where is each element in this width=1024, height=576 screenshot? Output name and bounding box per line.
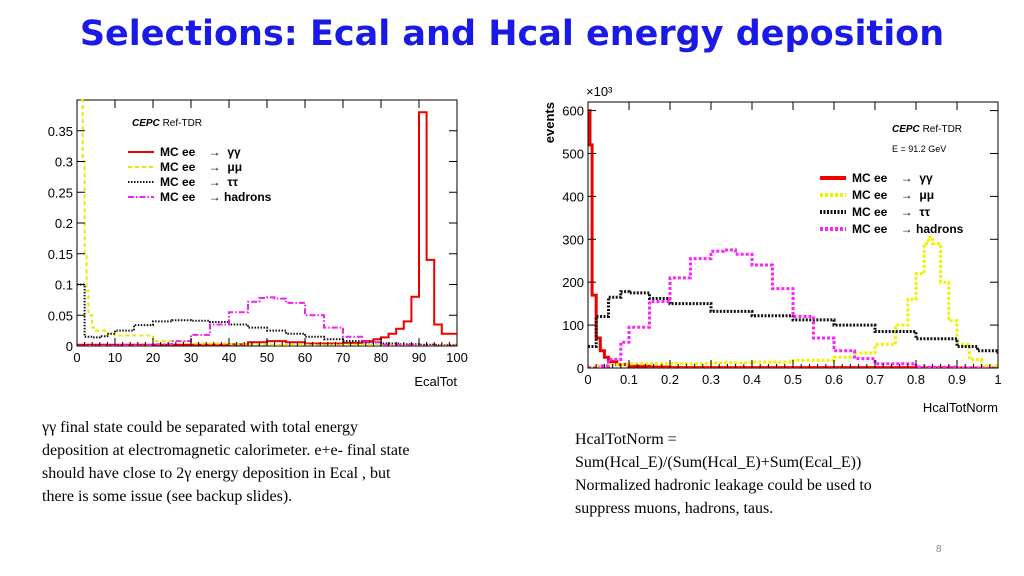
x-tick-label: 0.8 [907,372,925,387]
left-caption-line: there is some issue (see backup slides). [42,488,293,505]
y-tick-label: 500 [562,146,584,161]
x-tick-label: 0.5 [784,372,802,387]
series-line [588,235,998,368]
y-tick-label: 0.15 [48,247,73,262]
y-tick-label: 0.1 [55,278,73,293]
x-tick-label: 0.4 [743,372,761,387]
series-line [588,248,998,368]
x-tick-label: 20 [146,350,160,365]
page-number: 8 [936,544,942,555]
x-tick-label: 100 [446,350,468,365]
y-tick-label: 200 [562,275,584,290]
plot-area: 0 10 20 30 40 50 60 70 80 90 100 0 0.05 0.1 0.15 0.2 0.2… [48,99,468,389]
x-tick-label: 0.1 [620,372,638,387]
hcaltotnorm-chart: 0 0.1 0.2 0.3 0.4 0.5 0.6 0.7 0.8 0.9 1 0 100 200 300 4… [508,80,1016,420]
series-line [588,109,998,368]
legend-label: MC ee → hadrons [852,222,964,236]
y-tick-label: 0 [66,339,73,354]
legend-label: MC ee → γγ [160,145,241,159]
y-tick-label: 0.35 [48,124,73,139]
y-tick-label: 600 [562,104,584,119]
y-tick-label: 400 [562,189,584,204]
x-tick-label: 90 [412,350,426,365]
legend-label: MC ee → hadrons [160,190,272,204]
cepc-stamp: CEPC Ref-TDR [132,118,202,129]
legend-label: MC ee → γγ [852,171,933,185]
series-line [80,99,457,346]
y-tick-label: 0.05 [48,308,73,323]
y-tick-label: 100 [562,318,584,333]
x-tick-label: 50 [260,350,274,365]
x-tick-label: 10 [108,350,122,365]
series-line [77,111,457,346]
y-axis-label: events [542,102,557,143]
x-tick-label: 30 [184,350,198,365]
left-caption: γγ final state could be separated with t… [42,416,410,508]
series-group [77,99,457,346]
right-caption-line: Normalized hadronic leakage could be use… [575,477,872,494]
legend-label: MC ee → μμ [852,188,934,202]
right-caption-line: suppress muons, hadrons, taus. [575,500,774,517]
y-tick-label: 0.3 [55,155,73,170]
x-tick-label: 80 [374,350,388,365]
plot-frame [76,99,458,347]
x-tick-label: 0.2 [661,372,679,387]
y-tick-label: 0 [577,361,584,376]
series-line [77,296,457,346]
right-caption-line: HcalTotNorm = [575,431,677,448]
x-tick-label: 0.6 [825,372,843,387]
energy-label: E = 91.2 GeV [892,144,946,154]
left-caption-line: should have close to 2γ energy depositio… [42,465,391,482]
series-line [588,290,998,356]
x-tick-label: 0.3 [702,372,720,387]
plot-area: 0 0.1 0.2 0.3 0.4 0.5 0.6 0.7 0.8 0.9 1 0 100 200 300 4… [542,84,1002,415]
y-tick-label: 0.25 [48,185,73,200]
y-tick-label: 300 [562,232,584,247]
cepc-stamp: CEPC Ref-TDR [892,124,962,135]
legend-label: MC ee → ττ [852,205,931,219]
legend-label: MC ee → ττ [160,175,239,189]
series-group [588,109,998,368]
x-tick-label: 0 [73,350,80,365]
x-tick-label: 60 [298,350,312,365]
x-tick-label: 70 [336,350,350,365]
x-tick-label: 0 [584,372,591,387]
y-exponent-label: ×10³ [586,84,613,99]
slide-title: Selections: Ecal and Hcal energy deposit… [79,14,945,54]
legend: MC ee → γγ MC ee → μμ MC ee → ττ MC ee → ha… [820,171,964,236]
ecaltot-chart: 0 10 20 30 40 50 60 70 80 90 100 0 0.05 0.1 0.15 0.2 0.2… [30,92,480,396]
x-axis-label: EcalTot [414,374,457,389]
left-caption-line: deposition at electromagnetic calorimete… [42,442,410,459]
x-tick-label: 0.7 [866,372,884,387]
y-tick-label: 0.2 [55,216,73,231]
legend-label: MC ee → μμ [160,160,242,174]
left-caption-line: γγ final state could be separated with t… [42,419,358,436]
chart-svg: 0 10 20 30 40 50 60 70 80 90 100 0 0.05 0.1 0.15 0.2 0.2… [48,99,468,389]
chart-svg: 0 0.1 0.2 0.3 0.4 0.5 0.6 0.7 0.8 0.9 1 0 100 200 300 4… [542,84,1002,415]
right-caption: HcalTotNorm = Sum(Hcal_E)/(Sum(Hcal_E)+S… [575,428,872,520]
x-tick-label: 1 [994,372,1001,387]
x-axis-label: HcalTotNorm [923,400,998,415]
x-tick-label: 0.9 [948,372,966,387]
right-caption-line: Sum(Hcal_E)/(Sum(Hcal_E)+Sum(Ecal_E)) [575,454,862,471]
x-tick-label: 40 [222,350,236,365]
